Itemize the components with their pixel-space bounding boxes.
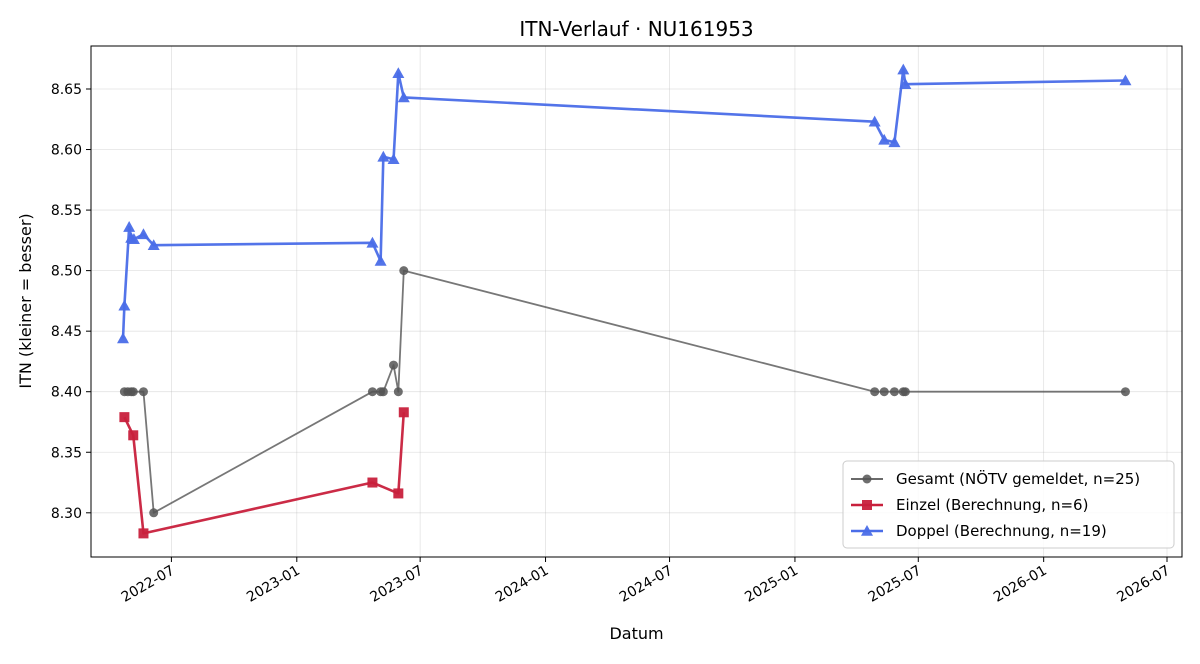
series-layer (117, 63, 1132, 539)
legend-label: Doppel (Berechnung, n=19) (896, 522, 1107, 540)
x-tick-label: 2026-07 (1114, 563, 1173, 606)
data-point-circle (870, 387, 880, 397)
data-point-triangle (1119, 74, 1132, 86)
legend-label: Gesamt (NÖTV gemeldet, n=25) (896, 469, 1140, 488)
data-point-triangle (123, 221, 136, 232)
data-point-triangle (366, 236, 379, 248)
data-point-square (398, 407, 409, 418)
chart-title: ITN-Verlauf · NU161953 (519, 17, 753, 41)
legend-swatch-marker (862, 500, 872, 510)
series-square (119, 407, 409, 539)
y-tick-label: 8.40 (51, 385, 82, 401)
x-tick-label: 2023-07 (367, 563, 426, 606)
data-point-square (128, 430, 139, 441)
data-point-circle (378, 387, 388, 397)
data-point-triangle (374, 254, 387, 266)
legend-box (842, 460, 1175, 549)
y-tick-label: 8.65 (51, 82, 82, 98)
data-point-triangle (377, 150, 390, 162)
y-tick-label: 8.35 (51, 445, 82, 461)
data-point-triangle (387, 153, 400, 165)
y-axis-label: ITN (kleiner = besser) (16, 213, 35, 388)
data-point-circle (149, 508, 159, 518)
data-point-triangle (899, 78, 912, 89)
y-tick-label: 8.55 (51, 203, 82, 219)
x-tick-label: 2025-07 (866, 563, 925, 606)
data-point-triangle (147, 239, 160, 250)
data-point-square (393, 488, 404, 499)
data-point-triangle (118, 299, 131, 311)
data-point-triangle (897, 63, 910, 75)
y-tick-label: 8.50 (51, 264, 82, 280)
data-point-triangle (117, 332, 130, 344)
x-tick-label: 2024-07 (617, 563, 676, 606)
data-point-circle (389, 360, 399, 370)
x-tick-label: 2025-01 (742, 563, 801, 606)
data-point-circle (399, 266, 409, 276)
x-tick-label: 2024-01 (493, 563, 552, 606)
x-axis-label: Datum (609, 624, 663, 643)
data-point-triangle (397, 91, 410, 103)
legend-label: Einzel (Berechnung, n=6) (896, 496, 1088, 514)
x-tick-label: 2026-01 (991, 563, 1050, 606)
data-point-triangle (392, 67, 405, 79)
legend-swatch-marker (861, 525, 873, 536)
series-line-triangle (121, 68, 1126, 339)
y-tick-label: 8.30 (51, 506, 82, 522)
x-tick-label: 2022-07 (119, 563, 178, 606)
x-tick-label: 2023-01 (244, 563, 303, 606)
data-point-triangle (868, 115, 881, 127)
data-point-triangle (888, 136, 901, 148)
plot-area-frame (90, 45, 1183, 558)
data-point-square (367, 477, 378, 488)
data-point-circle (128, 387, 138, 397)
data-point-circle (138, 387, 148, 397)
data-point-circle (889, 387, 899, 397)
data-point-square (119, 412, 130, 423)
data-point-circle (879, 387, 889, 397)
data-point-circle (367, 387, 377, 397)
series-triangle (117, 63, 1132, 344)
data-point-triangle (137, 228, 150, 240)
data-point-square (138, 528, 149, 539)
data-point-circle (1120, 387, 1130, 397)
data-point-triangle (878, 133, 891, 145)
y-tick-label: 8.45 (51, 324, 82, 340)
legend-swatch-marker (862, 474, 872, 484)
series-line-square (123, 412, 406, 535)
series-circle (119, 266, 1130, 518)
legend: Gesamt (NÖTV gemeldet, n=25) Einzel (Bere… (842, 460, 1175, 549)
data-point-circle (900, 387, 910, 397)
data-point-triangle (127, 233, 140, 244)
y-tick-label: 8.60 (51, 143, 82, 159)
data-point-circle (393, 387, 403, 397)
